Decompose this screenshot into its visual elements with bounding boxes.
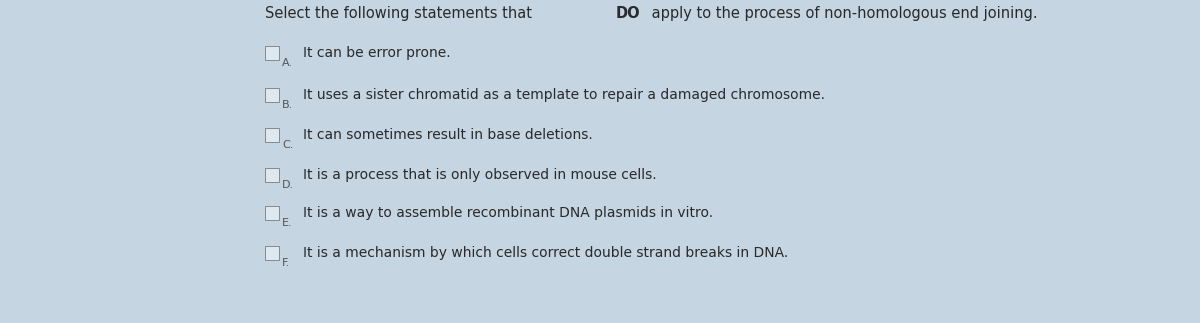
Text: It is a way to assemble recombinant DNA plasmids in vitro.: It is a way to assemble recombinant DNA … [302, 206, 713, 220]
Text: A.: A. [282, 57, 293, 68]
FancyBboxPatch shape [264, 246, 278, 260]
Text: It uses a sister chromatid as a template to repair a damaged chromosome.: It uses a sister chromatid as a template… [302, 88, 826, 102]
Text: E.: E. [282, 218, 293, 227]
Text: It is a mechanism by which cells correct double strand breaks in DNA.: It is a mechanism by which cells correct… [302, 246, 788, 260]
FancyBboxPatch shape [264, 128, 278, 142]
FancyBboxPatch shape [264, 88, 278, 102]
FancyBboxPatch shape [264, 168, 278, 182]
Text: apply to the process of non-homologous end joining.: apply to the process of non-homologous e… [647, 6, 1038, 21]
Text: It can be error prone.: It can be error prone. [302, 46, 451, 60]
FancyBboxPatch shape [264, 206, 278, 220]
Text: C.: C. [282, 140, 293, 150]
FancyBboxPatch shape [264, 46, 278, 60]
Text: Select the following statements that: Select the following statements that [265, 6, 536, 21]
Text: B.: B. [282, 99, 293, 109]
Text: D.: D. [282, 180, 294, 190]
Text: It can sometimes result in base deletions.: It can sometimes result in base deletion… [302, 128, 593, 142]
Text: DO: DO [616, 6, 640, 21]
Text: It is a process that is only observed in mouse cells.: It is a process that is only observed in… [302, 168, 656, 182]
Text: F.: F. [282, 257, 290, 267]
